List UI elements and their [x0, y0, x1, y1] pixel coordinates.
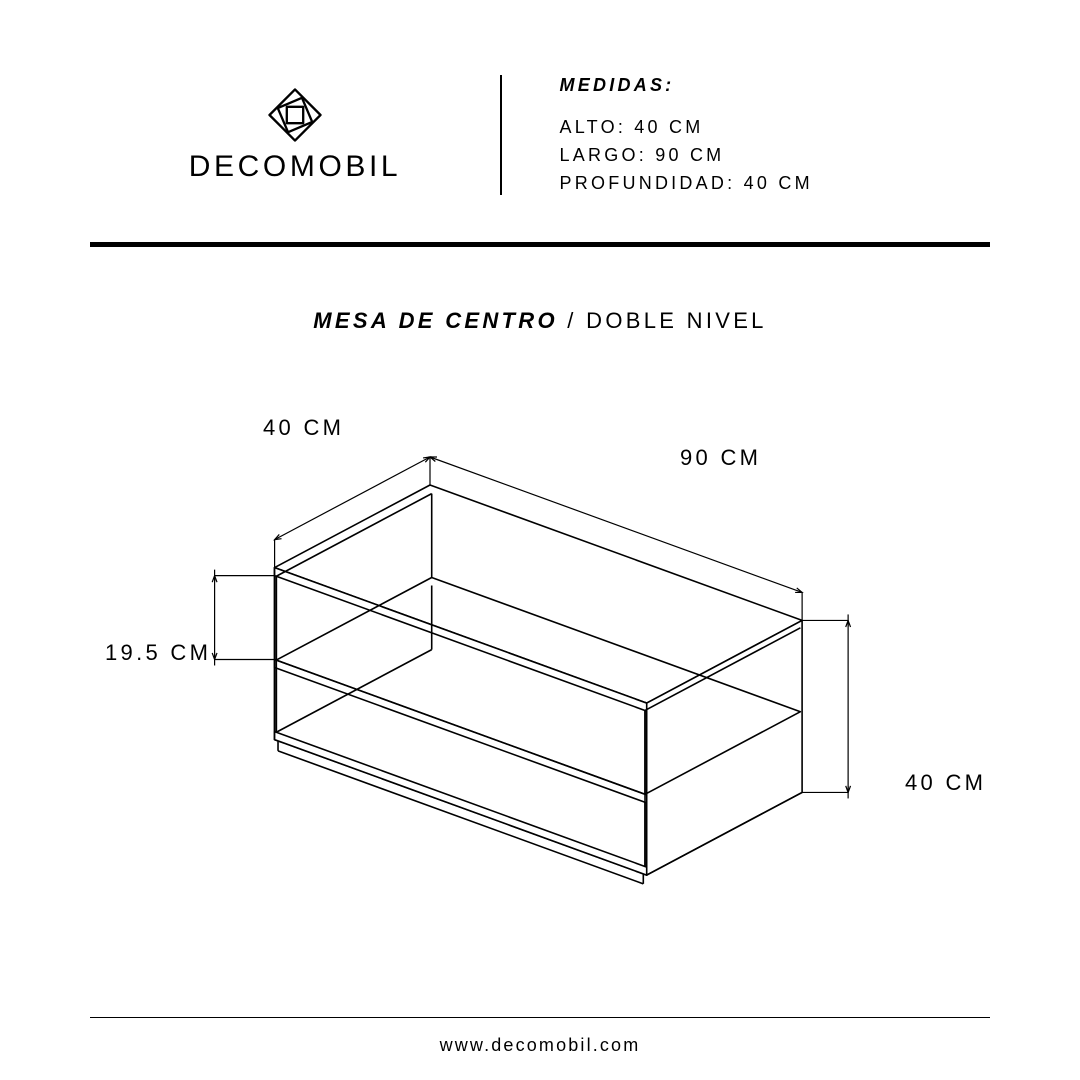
- spec-line-alto: ALTO: 40 CM: [560, 114, 991, 142]
- product-title: MESA DE CENTRO / DOBLE NIVEL: [0, 308, 1080, 334]
- header: DECOMOBIL MEDIDAS: ALTO: 40 CM LARGO: 90…: [90, 70, 990, 200]
- header-rule: [90, 242, 990, 247]
- header-divider: [500, 75, 502, 195]
- dim-label-length: 90 CM: [680, 445, 761, 471]
- product-title-sub: DOBLE NIVEL: [586, 308, 767, 333]
- spec-line-largo: LARGO: 90 CM: [560, 142, 991, 170]
- footer-rule: [90, 1017, 990, 1019]
- product-title-sep: /: [558, 308, 586, 333]
- dim-label-shelf: 19.5 CM: [105, 640, 211, 666]
- isometric-drawing: [0, 370, 1080, 1010]
- spec-line-profundidad: PROFUNDIDAD: 40 CM: [560, 170, 991, 198]
- product-title-main: MESA DE CENTRO: [313, 308, 558, 333]
- figure: 40 CM 90 CM 40 CM 19.5 CM: [0, 370, 1080, 990]
- dim-label-height: 40 CM: [905, 770, 986, 796]
- specs-title: MEDIDAS:: [560, 72, 991, 100]
- brand-name: DECOMOBIL: [189, 150, 401, 184]
- brand-block: DECOMOBIL: [90, 86, 500, 184]
- footer-url: www.decomobil.com: [0, 1035, 1080, 1056]
- specs-block: MEDIDAS: ALTO: 40 CM LARGO: 90 CM PROFUN…: [530, 72, 991, 198]
- dim-label-depth: 40 CM: [263, 415, 344, 441]
- brand-logo-icon: [266, 86, 324, 144]
